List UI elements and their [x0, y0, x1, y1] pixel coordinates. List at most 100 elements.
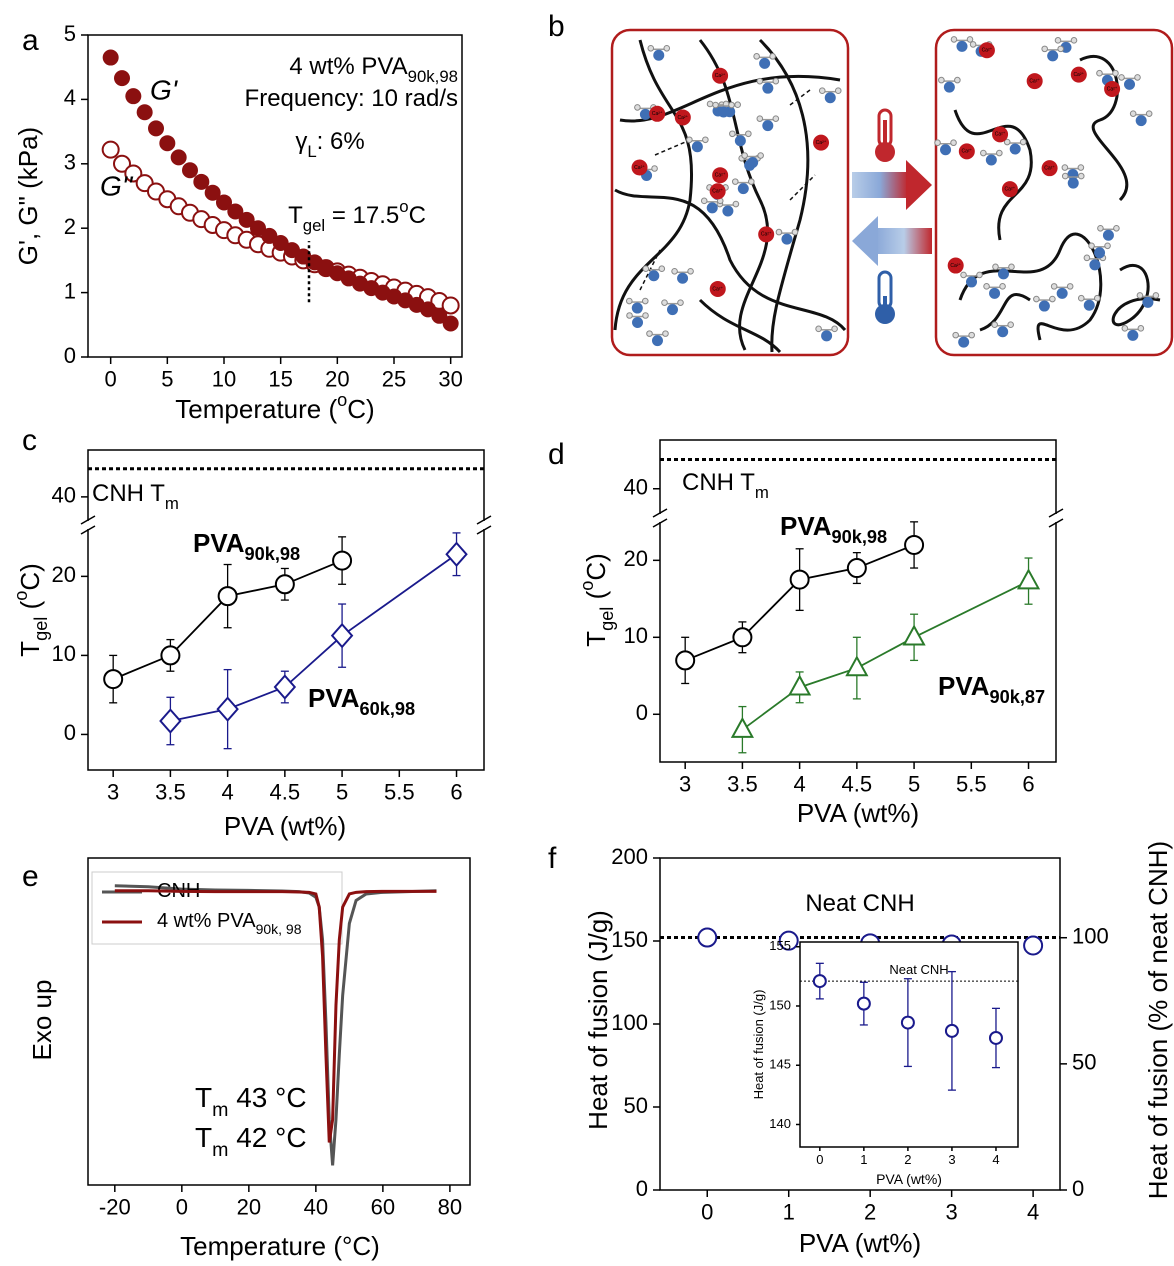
water-h: [966, 36, 974, 43]
annotation-part: 42 °C: [228, 1122, 306, 1153]
inset-reference-label-part: Neat CNH: [889, 963, 948, 978]
water-o: [631, 302, 643, 314]
water-h: [1112, 69, 1119, 77]
y-tick-label: 2: [64, 214, 76, 239]
data-point: [217, 586, 238, 607]
data-point: [788, 674, 812, 696]
water-h: [996, 149, 1003, 157]
axis-break-mark: [652, 508, 668, 518]
annotation: Tm 42 °C: [195, 1122, 307, 1161]
calcium-ion: [1104, 80, 1121, 97]
water-h: [731, 178, 739, 185]
data-point: [902, 624, 926, 646]
data-point: [778, 930, 799, 951]
data-point: [113, 154, 131, 173]
water-h: [831, 325, 838, 333]
y-tick-label: 20: [52, 562, 76, 587]
reference-label-part: Neat CNH: [805, 890, 914, 917]
y-tick-label: 150: [769, 997, 791, 1012]
water-h: [938, 76, 945, 84]
x-tick-label: 4.5: [270, 779, 301, 804]
legend-box: [91, 871, 343, 945]
y-tick-label: 4: [64, 85, 76, 110]
annotation: γL: 6%: [295, 128, 364, 161]
thermometer-cold: [875, 270, 895, 324]
annotation-part: Frequency: 10 rad/s: [245, 85, 458, 112]
series-line: [741, 580, 1029, 731]
y-tick-label: 0: [64, 343, 76, 368]
data-point: [697, 927, 718, 948]
water-o: [639, 108, 651, 120]
x-tick-label: 5.5: [956, 771, 987, 796]
ion-label: Ca²⁺: [1107, 86, 1118, 92]
water-o: [737, 183, 749, 195]
data-point: [125, 88, 142, 105]
x-axis-title-part: PVA (wt%): [799, 1228, 921, 1258]
water-h: [677, 299, 684, 306]
water-o: [691, 141, 703, 153]
water-h: [1033, 295, 1040, 303]
water-h: [1145, 110, 1153, 117]
x-tick-label: 5: [161, 366, 173, 391]
y-axis-title-part: C): [581, 553, 611, 580]
axis-break-gap: [1053, 514, 1059, 522]
y-tick-label: 1: [64, 278, 76, 303]
annotation: 4 wt% PVA90k,98: [289, 53, 458, 86]
water-o: [653, 49, 665, 61]
water-h: [1050, 283, 1058, 290]
y-axis-title-part: o: [577, 581, 597, 591]
x-tick-label: 20: [325, 366, 349, 391]
heating-arrow: [852, 172, 908, 198]
water-o: [734, 135, 746, 147]
ion-label: Ca²⁺: [652, 111, 663, 117]
water-h: [702, 136, 709, 144]
series-label-part: 90k,98: [832, 527, 888, 547]
data-point: [102, 49, 119, 66]
calcium-ion: [709, 280, 726, 297]
water-h: [687, 267, 694, 275]
y2-tick-label: 0: [1072, 1176, 1084, 1201]
ion-label: Ca²⁺: [816, 140, 827, 146]
x-axis-title: Temperature (oC): [175, 390, 374, 424]
series-label: PVA90k,98: [780, 511, 887, 547]
water-h: [815, 325, 822, 333]
series-label: PVA90k,98: [193, 528, 300, 564]
x-tick-label: 6: [1022, 771, 1034, 796]
panel-label: b: [548, 10, 565, 43]
annotation-part: m: [212, 1099, 228, 1121]
inset-reference-label: Neat CNH: [889, 963, 948, 978]
ion-label: Ca²⁺: [761, 232, 772, 238]
y-tick-label: 40: [52, 483, 76, 508]
data-point: [182, 162, 198, 179]
water-h: [834, 87, 842, 94]
calcium-ion: [1001, 181, 1018, 198]
axis-break-mark: [476, 525, 492, 535]
x-tick-label: 1: [860, 1152, 867, 1167]
water-o: [940, 144, 952, 156]
series-label-part: PVA: [780, 511, 832, 541]
water-o: [722, 205, 734, 217]
water-h: [1077, 164, 1085, 171]
water-o: [651, 335, 663, 347]
x-tick-label: 2: [904, 1152, 911, 1167]
data-point: [160, 645, 181, 666]
x-tick-label: 40: [304, 1194, 328, 1219]
data-point: [1023, 935, 1044, 956]
water-o: [997, 326, 1009, 338]
data-point: [856, 996, 871, 1011]
water-o: [1142, 296, 1154, 308]
water-o: [762, 82, 774, 94]
y-tick-label: 5: [64, 21, 76, 46]
water-o: [1056, 287, 1068, 299]
water-o: [648, 270, 660, 282]
heating-arrow-head: [906, 160, 932, 210]
water-h: [991, 321, 998, 329]
y-axis-title-part: gel: [597, 607, 617, 631]
calcium-ion: [992, 126, 1009, 143]
water-h: [960, 271, 967, 279]
panel-label: a: [22, 24, 39, 57]
calcium-ion: [758, 226, 775, 243]
y-tick-label: 20: [624, 546, 648, 571]
data-point: [274, 574, 295, 595]
water-h: [1049, 295, 1056, 303]
